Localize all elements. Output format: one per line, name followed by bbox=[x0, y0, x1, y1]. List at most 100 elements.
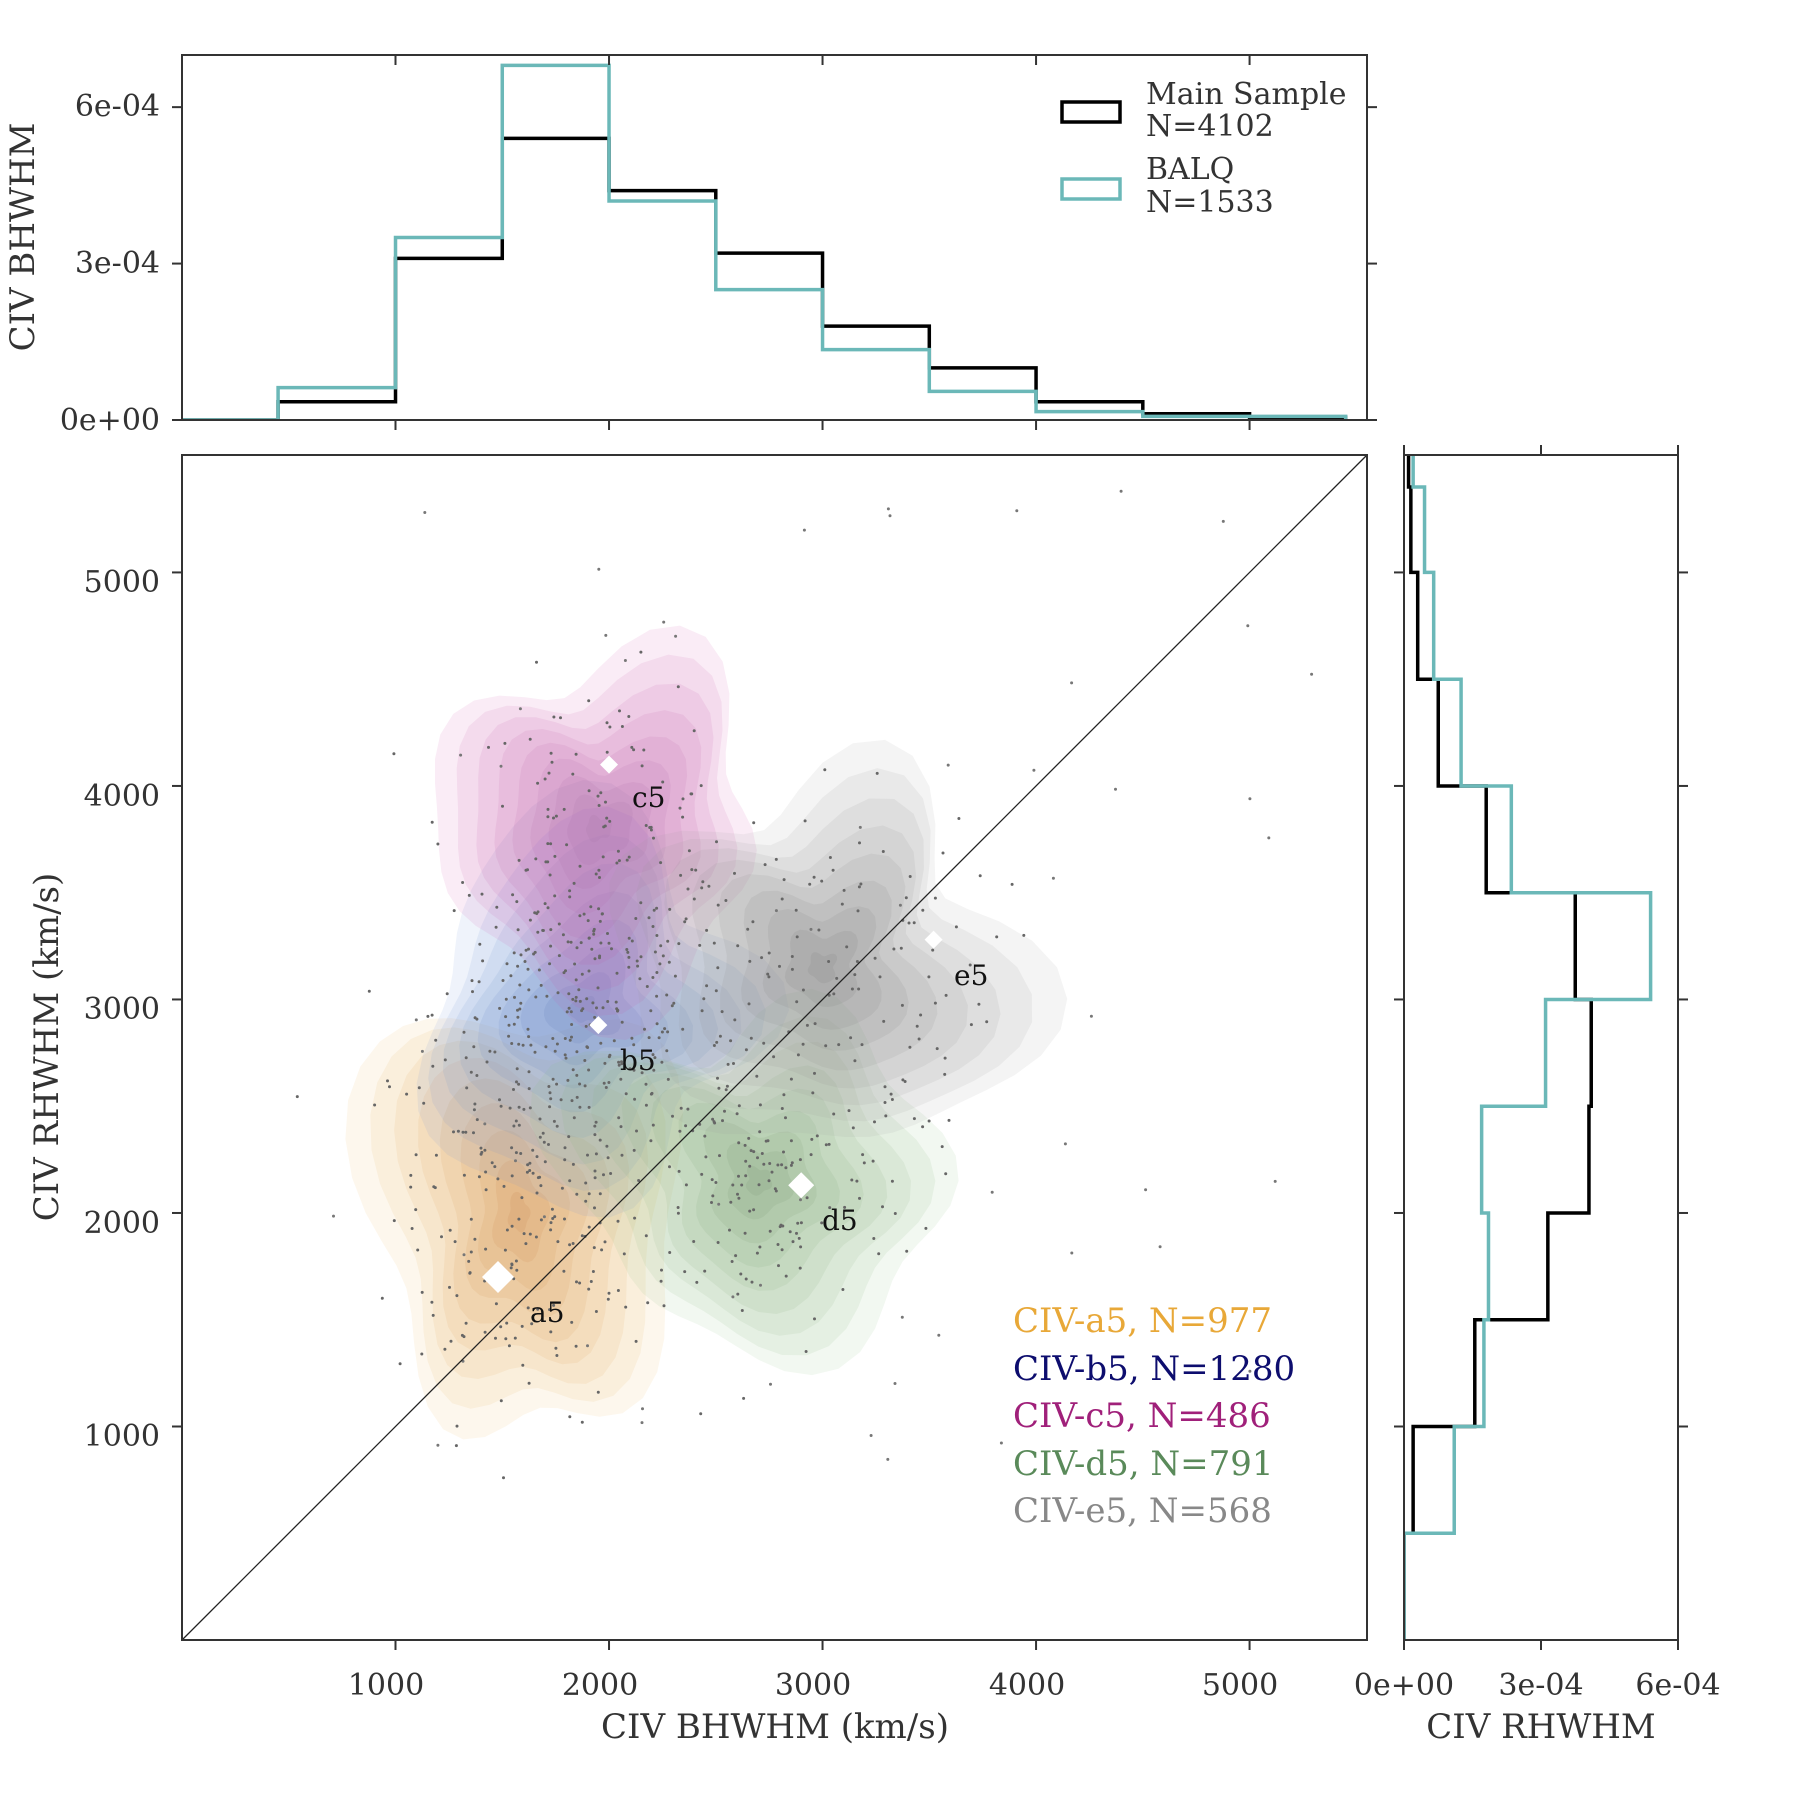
cluster-legend-a5: CIV-a5, N=977 bbox=[1013, 1301, 1272, 1341]
kde-a5-level-6 bbox=[478, 1130, 570, 1291]
scatter-point-b5 bbox=[651, 925, 655, 928]
top-ylabel: CIV BHWHM bbox=[3, 123, 43, 352]
scatter-point-d5 bbox=[744, 1048, 748, 1052]
scatter-point-d5 bbox=[676, 1206, 680, 1209]
main-ytick-label-1000: 1000 bbox=[84, 1419, 160, 1454]
scatter-point-d5 bbox=[827, 1142, 831, 1146]
scatter-point-b5 bbox=[594, 872, 598, 876]
kde-e5-level-6 bbox=[762, 906, 882, 1030]
scatter-point-a5 bbox=[469, 1217, 473, 1221]
scatter-point-b5 bbox=[517, 1082, 521, 1086]
scatter-point-e5 bbox=[943, 1056, 947, 1060]
scatter-point-d5 bbox=[695, 1280, 699, 1284]
scatter-point-d5 bbox=[718, 1154, 721, 1158]
scatter-point-e5 bbox=[712, 1044, 716, 1047]
scatter-point-b5 bbox=[733, 871, 736, 875]
scatter-point-c5 bbox=[536, 910, 540, 914]
scatter-point-a5 bbox=[443, 1058, 447, 1062]
scatter-point-c5 bbox=[767, 951, 771, 955]
scatter-point-a5 bbox=[484, 1170, 488, 1174]
scatter-point-b5 bbox=[549, 751, 553, 755]
scatter-point-a5 bbox=[602, 1081, 606, 1085]
scatter-point-b5 bbox=[510, 1042, 514, 1045]
scatter-point-c5 bbox=[608, 819, 612, 823]
scatter-point-d5 bbox=[729, 1200, 733, 1204]
scatter-point-outlier bbox=[888, 514, 892, 518]
scatter-point-d5 bbox=[678, 1129, 682, 1133]
scatter-point-outlier bbox=[542, 1215, 546, 1219]
scatter-point-d5 bbox=[730, 1260, 734, 1263]
scatter-point-d5 bbox=[772, 1055, 776, 1059]
scatter-point-b5 bbox=[434, 1153, 438, 1157]
scatter-point-c5 bbox=[640, 764, 644, 768]
scatter-point-d5 bbox=[832, 1112, 836, 1116]
scatter-point-d5 bbox=[789, 1163, 793, 1167]
scatter-point-outlier bbox=[1070, 1251, 1074, 1255]
scatter-point-a5 bbox=[510, 1262, 514, 1266]
kde-e5-level-0 bbox=[609, 739, 1068, 1137]
scatter-point-b5 bbox=[651, 1053, 655, 1057]
scatter-point-b5 bbox=[649, 1139, 653, 1143]
kde-contours bbox=[345, 625, 1068, 1440]
scatter-point-d5 bbox=[927, 1119, 931, 1123]
scatter-point-b5 bbox=[515, 900, 519, 904]
scatter-point-e5 bbox=[720, 1010, 724, 1014]
scatter-point-e5 bbox=[903, 1080, 907, 1083]
kde-d5-level-6 bbox=[703, 1121, 817, 1244]
scatter-point-a5 bbox=[468, 1271, 472, 1275]
scatter-point-e5 bbox=[831, 868, 835, 872]
scatter-point-d5 bbox=[773, 1187, 777, 1191]
scatter-point-b5 bbox=[666, 1030, 670, 1034]
scatter-point-a5 bbox=[570, 1320, 574, 1324]
top-histogram-panel: 0e+00 3e-04 6e-04 CIV BHWHM Main Sample … bbox=[3, 54, 1377, 438]
scatter-point-a5 bbox=[538, 1135, 542, 1139]
scatter-point-d5 bbox=[742, 1396, 746, 1400]
scatter-point-a5 bbox=[499, 1399, 503, 1403]
scatter-point-b5 bbox=[533, 950, 537, 954]
scatter-point-b5 bbox=[473, 1102, 477, 1106]
scatter-point-e5 bbox=[813, 1022, 817, 1026]
scatter-point-e5 bbox=[803, 819, 807, 823]
scatter-point-b5 bbox=[748, 1209, 752, 1213]
legend-swatch-main-sample bbox=[1060, 100, 1122, 124]
scatter-point-b5 bbox=[598, 1138, 602, 1142]
scatter-point-b5 bbox=[603, 1061, 607, 1065]
scatter-point-d5 bbox=[881, 1205, 884, 1209]
scatter-point-a5 bbox=[637, 1179, 641, 1182]
scatter-point-d5 bbox=[721, 1119, 724, 1123]
scatter-point-e5 bbox=[778, 964, 781, 968]
scatter-point-b5 bbox=[571, 997, 575, 1001]
scatter-point-e5 bbox=[882, 1019, 886, 1023]
scatter-point-e5 bbox=[701, 880, 705, 884]
scatter-point-c5 bbox=[528, 737, 532, 741]
cluster-legend-b5: CIV-b5, N=1280 bbox=[1013, 1349, 1295, 1389]
scatter-point-e5 bbox=[752, 821, 756, 825]
scatter-point-d5 bbox=[755, 1074, 759, 1078]
scatter-point-c5 bbox=[625, 858, 629, 862]
scatter-point-d5 bbox=[684, 1183, 688, 1187]
scatter-point-e5 bbox=[933, 896, 937, 900]
scatter-point-d5 bbox=[710, 1201, 713, 1204]
scatter-point-b5 bbox=[580, 1009, 584, 1013]
scatter-point-b5 bbox=[612, 1039, 616, 1043]
scatter-point-b5 bbox=[504, 1015, 508, 1019]
kde-a5-level-4 bbox=[439, 1078, 610, 1343]
scatter-point-e5 bbox=[912, 1117, 916, 1121]
legend-n-main-sample: N=4102 bbox=[1146, 109, 1274, 144]
scatter-point-b5 bbox=[509, 974, 513, 978]
scatter-point-b5 bbox=[640, 1071, 644, 1075]
scatter-point-b5 bbox=[686, 887, 690, 891]
scatter-point-d5 bbox=[855, 1179, 859, 1183]
scatter-point-d5 bbox=[780, 1163, 784, 1167]
scatter-point-e5 bbox=[921, 908, 925, 912]
scatter-point-d5 bbox=[778, 1225, 782, 1229]
scatter-point-c5 bbox=[536, 930, 540, 934]
scatter-point-b5 bbox=[539, 983, 543, 987]
main-ytick-label-3000: 3000 bbox=[84, 992, 160, 1027]
scatter-point-c5 bbox=[546, 842, 550, 846]
scatter-point-b5 bbox=[607, 1055, 611, 1059]
scatter-point-b5 bbox=[564, 969, 567, 973]
right-axes-frame bbox=[1403, 454, 1679, 1641]
scatter-point-d5 bbox=[768, 1162, 772, 1165]
scatter-point-d5 bbox=[725, 1084, 729, 1088]
